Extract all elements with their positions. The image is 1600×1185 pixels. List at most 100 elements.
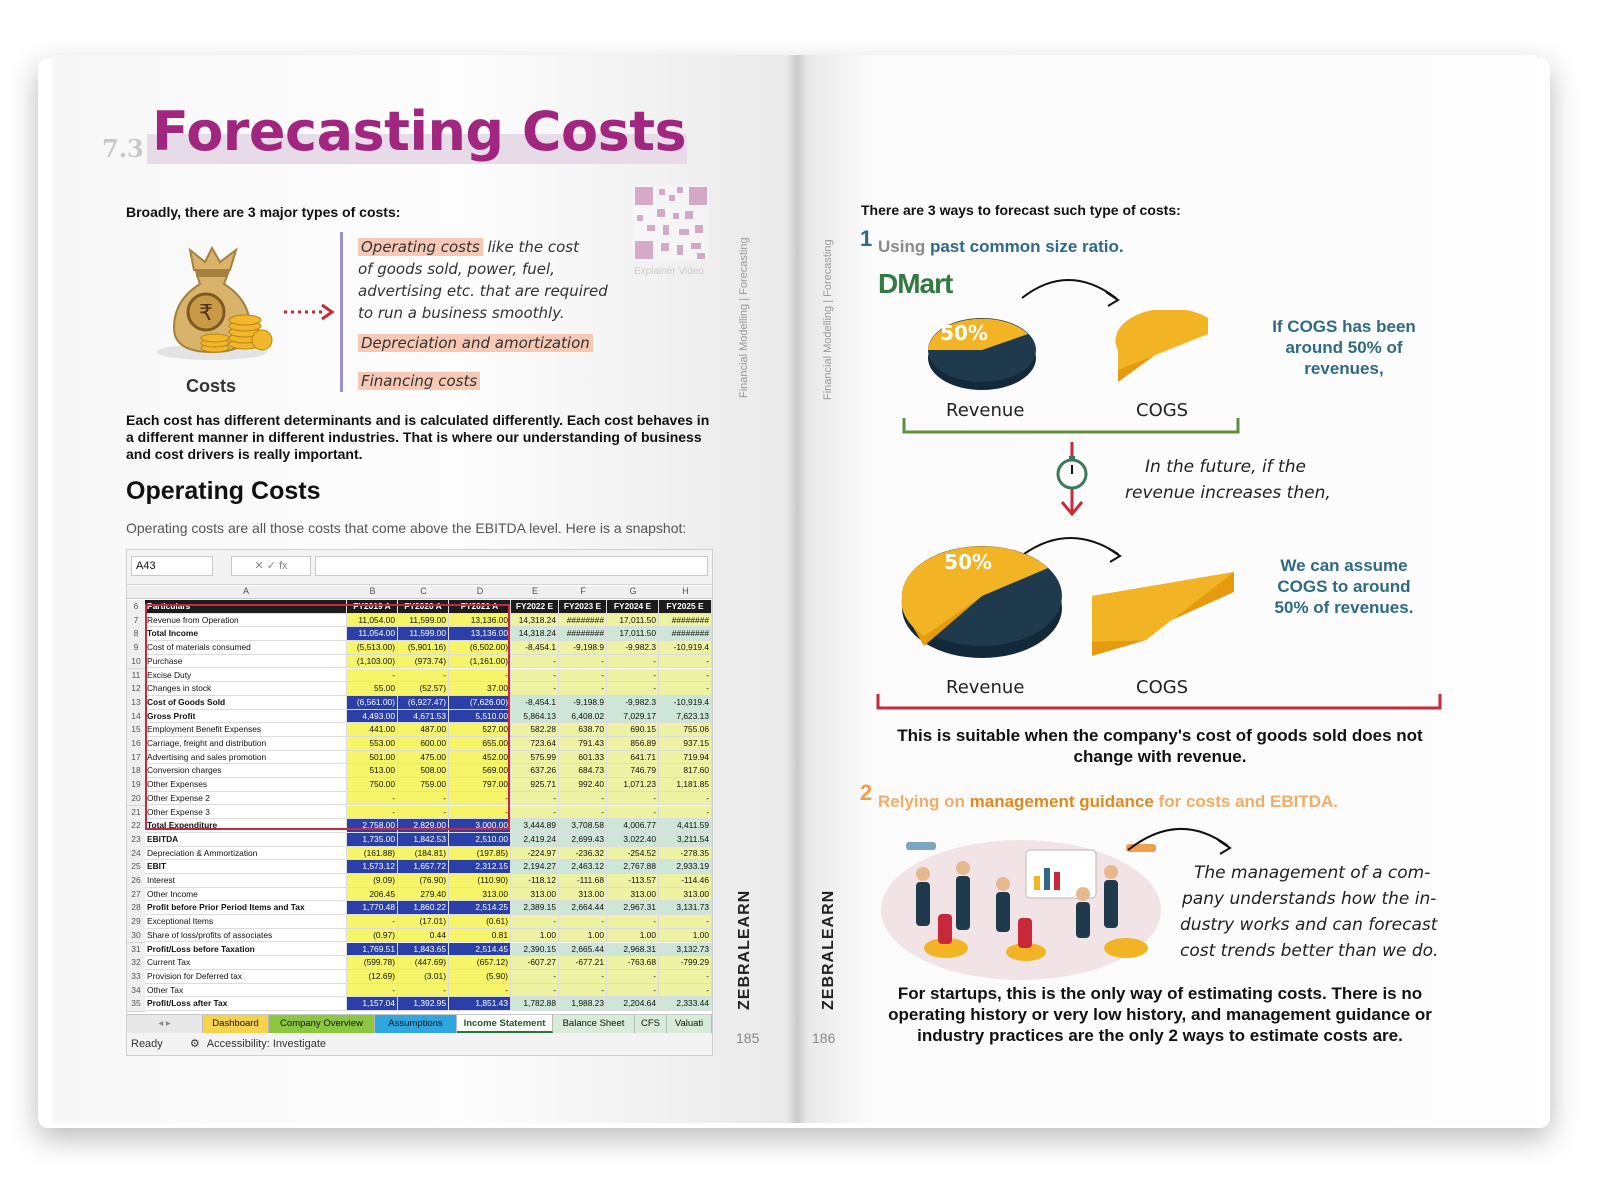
status-accessibility[interactable]: Accessibility: Investigate — [206, 1038, 327, 1050]
value-cell[interactable]: 746.79 — [607, 764, 659, 779]
value-cell[interactable]: 1,843.65 — [398, 942, 449, 957]
value-cell[interactable]: 638.70 — [559, 723, 607, 737]
value-cell[interactable]: - — [659, 682, 712, 696]
value-cell[interactable]: 441.00 — [347, 723, 398, 737]
value-cell[interactable]: 2,665.44 — [559, 942, 607, 957]
value-cell[interactable]: - — [511, 969, 559, 984]
value-cell[interactable]: 513.00 — [347, 764, 398, 779]
value-cell[interactable]: 313.00 — [511, 887, 559, 902]
value-cell[interactable]: (5,513.00) — [347, 641, 398, 655]
value-cell[interactable]: 6,408.02 — [559, 709, 607, 724]
value-cell[interactable]: -9,982.3 — [607, 695, 659, 710]
value-cell[interactable]: - — [607, 983, 659, 998]
value-cell[interactable]: 501.00 — [347, 750, 398, 765]
value-cell[interactable]: 575.99 — [511, 750, 559, 765]
value-cell[interactable]: 553.00 — [347, 737, 398, 751]
value-cell[interactable]: 637.26 — [511, 764, 559, 779]
value-cell[interactable]: - — [659, 915, 712, 929]
value-cell[interactable]: 279.40 — [398, 887, 449, 902]
value-cell[interactable]: 1,657.72 — [398, 860, 449, 874]
label-cell[interactable]: Cost of Goods Sold — [145, 695, 347, 710]
name-box[interactable]: A43 — [131, 556, 213, 576]
value-cell[interactable]: - — [607, 791, 659, 806]
value-cell[interactable]: (973.74) — [398, 654, 449, 669]
value-cell[interactable]: 206.45 — [347, 887, 398, 902]
value-cell[interactable]: 1,181.85 — [659, 778, 712, 792]
value-cell[interactable]: (184.81) — [398, 846, 449, 861]
value-cell[interactable]: (0.97) — [347, 928, 398, 943]
header-cell[interactable]: FY2022 E — [511, 600, 559, 614]
value-cell[interactable]: 14,318.24 — [511, 613, 559, 628]
value-cell[interactable]: 1,392.95 — [398, 997, 449, 1011]
value-cell[interactable]: - — [449, 668, 511, 683]
label-cell[interactable]: Cost of materials consumed — [145, 641, 347, 655]
value-cell[interactable]: -224.97 — [511, 846, 559, 861]
value-cell[interactable]: - — [347, 983, 398, 998]
value-cell[interactable]: 817.60 — [659, 764, 712, 779]
value-cell[interactable]: (5,901.16) — [398, 641, 449, 655]
value-cell[interactable]: 313.00 — [607, 887, 659, 902]
value-cell[interactable]: - — [607, 654, 659, 669]
label-cell[interactable]: Advertising and sales promotion — [145, 750, 347, 765]
value-cell[interactable]: (1,161.00) — [449, 654, 511, 669]
value-cell[interactable]: 600.00 — [398, 737, 449, 751]
value-cell[interactable]: 1,782.88 — [511, 997, 559, 1011]
value-cell[interactable]: - — [511, 791, 559, 806]
value-cell[interactable]: 2,390.15 — [511, 942, 559, 957]
value-cell[interactable]: 527.00 — [449, 723, 511, 737]
value-cell[interactable]: -10,919.4 — [659, 695, 712, 710]
value-cell[interactable]: 2,333.44 — [659, 997, 712, 1011]
value-cell[interactable]: 1.00 — [659, 928, 712, 943]
value-cell[interactable]: - — [659, 668, 712, 683]
value-cell[interactable]: 11,054.00 — [347, 613, 398, 628]
value-cell[interactable]: -236.32 — [559, 846, 607, 861]
label-cell[interactable]: Profit/Loss before Taxation — [145, 942, 347, 957]
value-cell[interactable]: 759.00 — [398, 778, 449, 792]
label-cell[interactable]: Employment Benefit Expenses — [145, 723, 347, 737]
label-cell[interactable]: Other Expense 3 — [145, 805, 347, 820]
value-cell[interactable]: 1,770.48 — [347, 901, 398, 916]
value-cell[interactable]: - — [347, 915, 398, 929]
value-cell[interactable]: - — [347, 791, 398, 806]
value-cell[interactable]: 14,318.24 — [511, 627, 559, 642]
value-cell[interactable]: -10,919.4 — [659, 641, 712, 655]
value-cell[interactable]: -9,982.3 — [607, 641, 659, 655]
label-cell[interactable]: Other Income — [145, 887, 347, 902]
value-cell[interactable]: (17.01) — [398, 915, 449, 929]
label-cell[interactable]: Profit/Loss after Tax — [145, 997, 347, 1011]
value-cell[interactable]: (9.09) — [347, 874, 398, 888]
header-cell[interactable]: FY2021 A — [449, 600, 511, 614]
value-cell[interactable]: 17,011.50 — [607, 613, 659, 628]
value-cell[interactable]: 508.00 — [398, 764, 449, 779]
value-cell[interactable]: 601.33 — [559, 750, 607, 765]
tab-scroll-arrows[interactable]: ◂ ▸ — [127, 1015, 203, 1033]
value-cell[interactable]: - — [511, 915, 559, 929]
label-cell[interactable]: EBITDA — [145, 832, 347, 847]
value-cell[interactable]: 2,968.31 — [607, 942, 659, 957]
value-cell[interactable]: 1,988.23 — [559, 997, 607, 1011]
value-cell[interactable]: (6,502.00) — [449, 641, 511, 655]
value-cell[interactable]: 3,708.58 — [559, 819, 607, 833]
value-cell[interactable]: 13,136.00 — [449, 613, 511, 628]
value-cell[interactable]: 475.00 — [398, 750, 449, 765]
sheet-tab-income-statement[interactable]: Income Statement — [457, 1015, 553, 1033]
value-cell[interactable]: 1.00 — [511, 928, 559, 943]
value-cell[interactable]: 5,510.00 — [449, 709, 511, 724]
value-cell[interactable]: (447.69) — [398, 956, 449, 970]
value-cell[interactable]: -113.57 — [607, 874, 659, 888]
value-cell[interactable]: - — [398, 668, 449, 683]
value-cell[interactable]: 7,029.17 — [607, 709, 659, 724]
value-cell[interactable]: 452.00 — [449, 750, 511, 765]
value-cell[interactable]: - — [559, 983, 607, 998]
value-cell[interactable]: 313.00 — [449, 887, 511, 902]
value-cell[interactable]: 13,136.00 — [449, 627, 511, 642]
value-cell[interactable]: - — [607, 915, 659, 929]
value-cell[interactable]: ######## — [559, 627, 607, 642]
value-cell[interactable]: 641.71 — [607, 750, 659, 765]
value-cell[interactable]: 2,419.24 — [511, 832, 559, 847]
value-cell[interactable]: - — [398, 791, 449, 806]
value-cell[interactable]: 1,860.22 — [398, 901, 449, 916]
value-cell[interactable]: - — [607, 805, 659, 820]
sheet-tab-company-overview[interactable]: Company Overview — [269, 1015, 375, 1033]
value-cell[interactable]: 2,389.15 — [511, 901, 559, 916]
